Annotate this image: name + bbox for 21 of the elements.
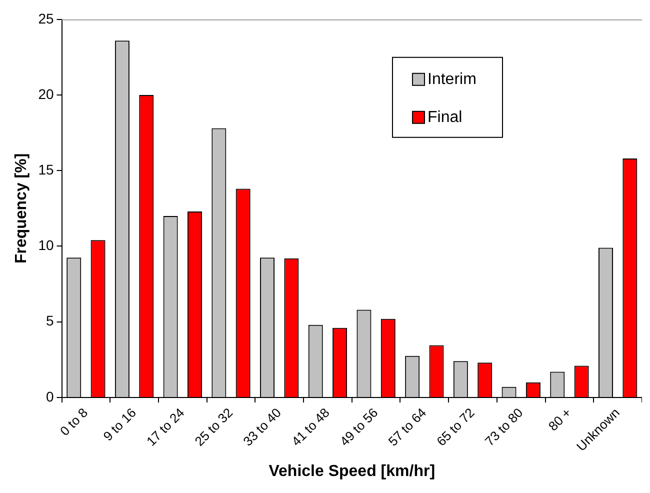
x-axis-title: Vehicle Speed [km/hr] xyxy=(268,462,436,480)
y-tick-label: 20 xyxy=(38,86,54,102)
x-tick-label: 80 + xyxy=(545,405,574,434)
x-tick-label: 49 to 56 xyxy=(336,405,381,449)
x-tick-label: 33 to 40 xyxy=(240,405,284,449)
x-tick-label: 0 to 8 xyxy=(56,405,91,439)
y-tick-label: 5 xyxy=(46,312,54,329)
y-tick-label: 10 xyxy=(38,237,54,254)
x-tick-label: 57 to 64 xyxy=(385,405,430,449)
legend-label: Interim xyxy=(428,70,476,88)
y-tick-label: 0 xyxy=(46,388,54,404)
x-tick-label: 65 to 72 xyxy=(434,405,478,449)
x-tick-label: 41 to 48 xyxy=(288,405,332,449)
legend-label: Final xyxy=(428,108,462,126)
y-axis-title: Frequency [%] xyxy=(13,153,30,264)
y-tick-label: 25 xyxy=(38,10,54,26)
y-tick-label: 15 xyxy=(38,161,54,178)
x-tick-label: 25 to 32 xyxy=(192,405,236,449)
x-tick-label: 73 to 80 xyxy=(482,405,526,449)
x-tick-label: 9 to 16 xyxy=(100,405,139,444)
x-tick-label: 17 to 24 xyxy=(143,405,188,449)
